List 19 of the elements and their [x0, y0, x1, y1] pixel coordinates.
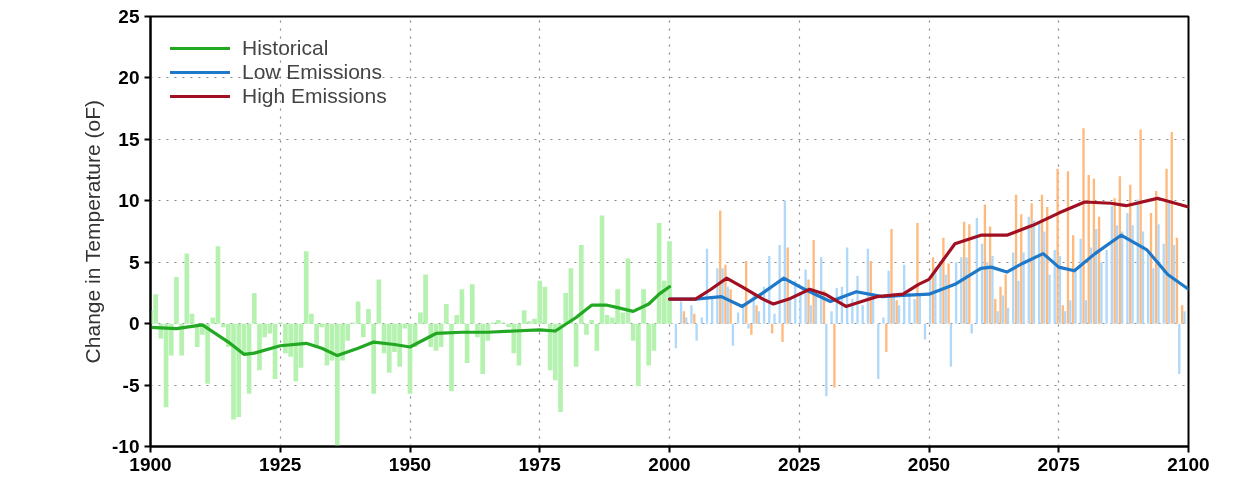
x-tick-label: 2050	[907, 453, 951, 475]
y-tick-label: 25	[118, 6, 140, 27]
x-tick-label: 2100	[1167, 453, 1210, 475]
x-tick-label: 2075	[1037, 453, 1081, 475]
legend-label: Historical	[242, 36, 329, 60]
legend-label: Low Emissions	[242, 60, 383, 84]
x-tick-label: 2025	[778, 453, 821, 475]
legend-label: High Emissions	[242, 84, 387, 108]
x-tick-label: 2000	[648, 453, 691, 475]
x-tick-label: 1925	[259, 453, 302, 475]
x-tick-label: 1975	[518, 453, 562, 475]
y-tick-label: 10	[118, 190, 140, 212]
y-tick-label: 5	[128, 251, 140, 273]
y-tick-label: -5	[122, 374, 140, 396]
y-tick-label: 0	[128, 313, 140, 335]
y-tick-label: 15	[118, 128, 140, 150]
y-axis-title: Change in Temperature (oF)	[81, 99, 105, 364]
y-tick-label: 20	[118, 67, 140, 89]
x-tick-label: 1950	[388, 453, 432, 475]
